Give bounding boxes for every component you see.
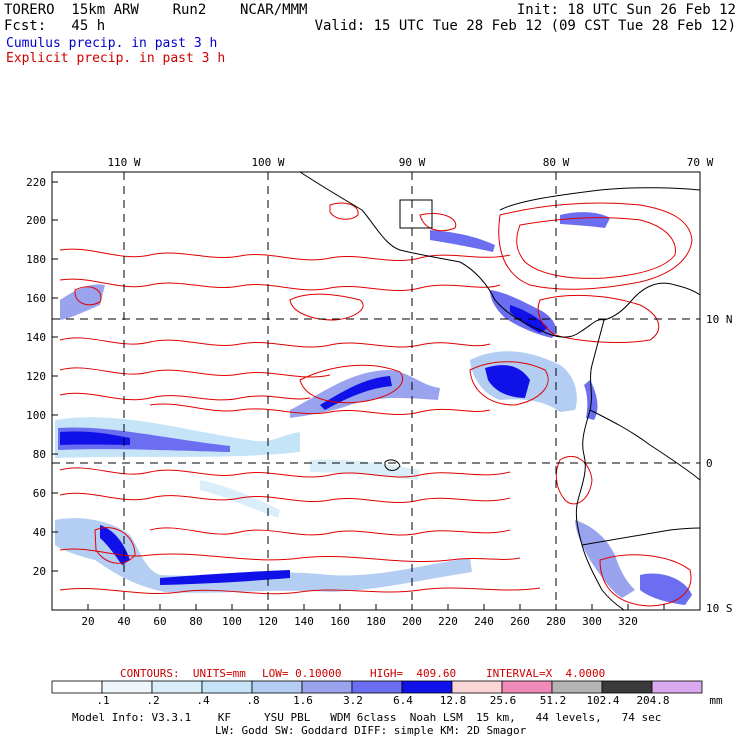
valid-time: Valid: 15 UTC Tue 28 Feb 12 (09 CST Tue …: [314, 18, 736, 34]
x-tick-label: 140: [294, 615, 314, 628]
y-tick-label: 140: [26, 331, 46, 344]
lon-label: 70 W: [687, 156, 714, 169]
colorbar-label: .2: [146, 694, 159, 707]
contour-units: CONTOURS: UNITS=mm: [120, 667, 246, 680]
y-tick-label: 200: [26, 214, 46, 227]
colorbar-unit: mm: [709, 694, 723, 707]
x-tick-label: 40: [117, 615, 130, 628]
colorbar-swatch: [351, 680, 403, 694]
x-tick-label: 260: [510, 615, 530, 628]
colorbar-swatch: [51, 680, 103, 694]
colorbar-label: .4: [196, 694, 210, 707]
colorbar-swatch: [451, 680, 503, 694]
forecast-hour: Fcst: 45 h: [4, 18, 106, 34]
colorbar-label: 25.6: [490, 694, 517, 707]
graticule: [52, 172, 700, 610]
lon-label: 110 W: [107, 156, 140, 169]
colorbar-swatch: [101, 680, 153, 694]
cumulus-precip-shading: [55, 212, 692, 605]
explicit-legend: Explicit precip. in past 3 h: [6, 51, 226, 66]
contour-high: HIGH= 409.60: [370, 667, 457, 680]
cumulus-legend: Cumulus precip. in past 3 h: [6, 36, 218, 51]
init-time: Init: 18 UTC Sun 26 Feb 12: [516, 2, 736, 18]
colorbar-swatch: [201, 680, 253, 694]
colorbar-label: 3.2: [343, 694, 363, 707]
colorbar-swatch: [401, 680, 453, 694]
lon-label: 90 W: [399, 156, 426, 169]
colorbar-label: 51.2: [540, 694, 567, 707]
colorbar-label: 102.4: [586, 694, 619, 707]
colorbar-swatch: [601, 680, 653, 694]
x-tick-label: 60: [153, 615, 166, 628]
colorbar-label: 1.6: [293, 694, 313, 707]
lat-label: 10 N: [706, 313, 733, 326]
x-tick-label: 120: [258, 615, 278, 628]
contour-interval: INTERVAL=X 4.0000: [486, 667, 606, 680]
colorbar-label: 6.4: [393, 694, 413, 707]
x-tick-label: 200: [402, 615, 422, 628]
lat-label: 0: [706, 457, 713, 470]
bottom-x-axis: [87, 604, 665, 610]
y-tick-label: 180: [26, 253, 46, 266]
colorbar: [51, 680, 703, 694]
coastlines: [299, 172, 700, 610]
y-tick-label: 80: [33, 448, 46, 461]
model-physics: LW: Godd SW: Goddard DIFF: simple KM: 2D…: [215, 724, 527, 737]
x-tick-label: 220: [438, 615, 458, 628]
x-tick-label: 300: [582, 615, 602, 628]
colorbar-label: 12.8: [440, 694, 467, 707]
x-tick-label: 180: [366, 615, 386, 628]
left-y-axis: [52, 181, 58, 572]
x-tick-label: 160: [330, 615, 350, 628]
x-tick-label: 20: [81, 615, 94, 628]
y-tick-label: 20: [33, 565, 46, 578]
y-tick-label: 220: [26, 176, 46, 189]
model-info: Model Info: V3.3.1 KF YSU PBL WDM 6class…: [72, 711, 662, 724]
lon-label: 80 W: [543, 156, 570, 169]
y-tick-label: 60: [33, 487, 46, 500]
y-tick-label: 40: [33, 526, 46, 539]
colorbar-label: .1: [96, 694, 109, 707]
colorbar-swatch: [301, 680, 353, 694]
contour-low: LOW= 0.10000: [262, 667, 342, 680]
model-title: TORERO 15km ARW Run2 NCAR/MMM: [4, 2, 308, 18]
y-tick-label: 160: [26, 292, 46, 305]
x-tick-label: 240: [474, 615, 494, 628]
x-tick-label: 280: [546, 615, 566, 628]
colorbar-swatch: [551, 680, 603, 694]
colorbar-label: 204.8: [636, 694, 669, 707]
colorbar-swatch: [651, 680, 703, 694]
y-tick-label: 100: [26, 409, 46, 422]
x-tick-label: 80: [189, 615, 202, 628]
lon-label: 100 W: [251, 156, 284, 169]
colorbar-label: .8: [246, 694, 259, 707]
lat-label: 10 S: [706, 602, 733, 615]
x-tick-label: 100: [222, 615, 242, 628]
y-tick-label: 120: [26, 370, 46, 383]
colorbar-swatch: [151, 680, 203, 694]
x-tick-label: 320: [618, 615, 638, 628]
explicit-precip-contours: [59, 202, 693, 607]
colorbar-swatch: [501, 680, 553, 694]
colorbar-swatch: [251, 680, 303, 694]
